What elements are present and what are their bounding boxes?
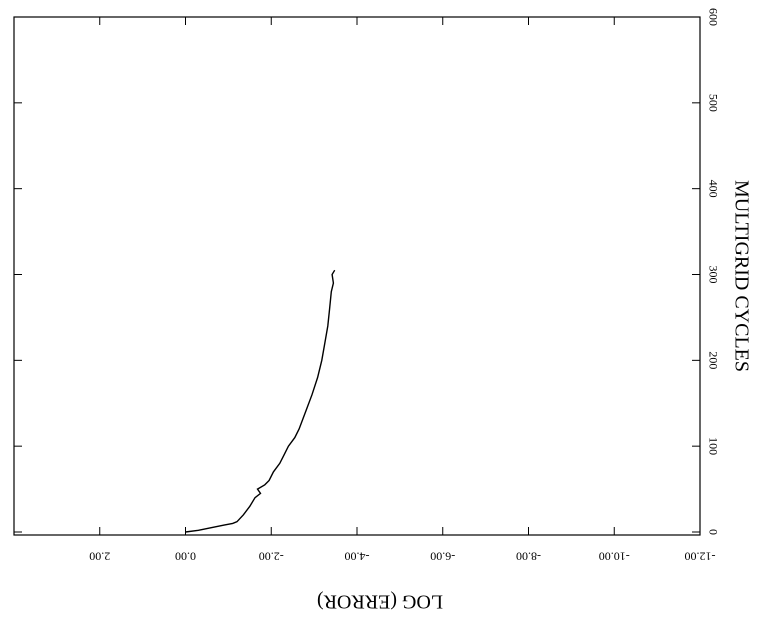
data-line [185, 269, 336, 533]
x-tick-label: 300 [706, 266, 720, 284]
x-tick-label: 500 [706, 94, 720, 112]
y-tick-label: 0.00 [175, 549, 196, 563]
x-tick-label: 100 [706, 437, 720, 455]
plot-frame [13, 16, 701, 536]
x-axis-title: MULTIGRID CYCLES [730, 180, 752, 372]
x-tick-label: 200 [706, 351, 720, 369]
y-tick-label: -8.00 [516, 549, 541, 563]
x-tick-label: 0 [706, 529, 720, 535]
y-tick-label: -2.00 [259, 549, 284, 563]
y-tick-label: -4.00 [345, 549, 370, 563]
y-tick-label: -12.00 [685, 549, 716, 563]
x-tick-label: 400 [706, 180, 720, 198]
y-axis-title: LOG (ERROR) [317, 590, 443, 612]
y-tick-label: -6.00 [430, 549, 455, 563]
y-tick-label: 2.00 [89, 549, 110, 563]
x-tick-label: 600 [706, 8, 720, 26]
y-tick-label: -10.00 [599, 549, 630, 563]
